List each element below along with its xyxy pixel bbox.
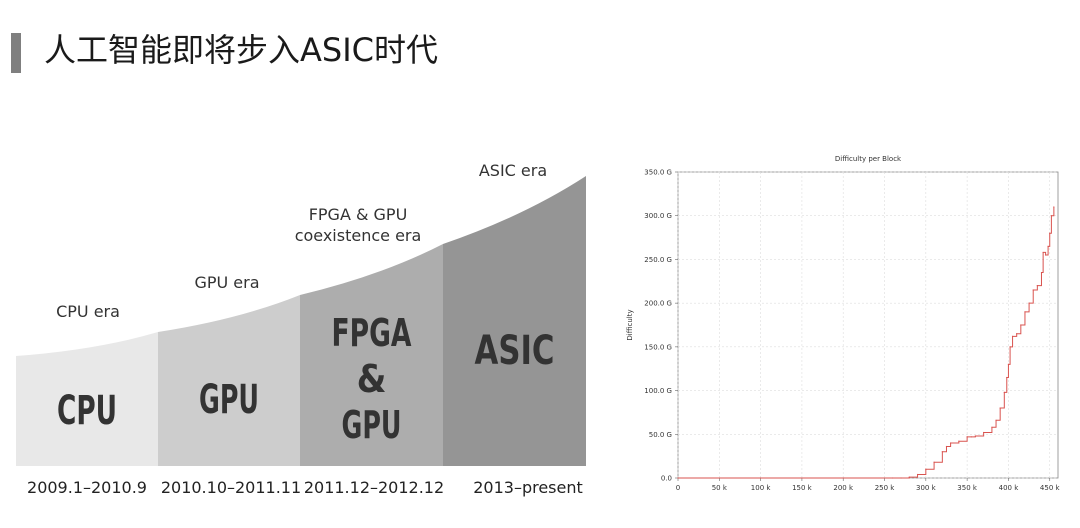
data-point: [1003, 391, 1005, 393]
x-tick-label: 250 k: [875, 484, 896, 492]
data-point: [900, 477, 902, 479]
data-point: [1036, 285, 1038, 287]
era-date: 2011.12–2012.12: [304, 478, 444, 497]
chart-title: Difficulty per Block: [835, 155, 902, 163]
era-big-label: CPU: [57, 388, 117, 434]
y-tick-label: 200.0 G: [644, 300, 672, 308]
era-caption: GPU era: [194, 273, 259, 292]
data-point: [677, 477, 679, 479]
data-point: [916, 473, 919, 476]
data-point: [995, 419, 997, 421]
x-tick-label: 350 k: [957, 484, 978, 492]
era-date: 2013–present: [473, 478, 583, 497]
era-caption: ASIC era: [479, 161, 547, 180]
data-point: [945, 445, 948, 448]
data-point: [1009, 346, 1011, 348]
data-point: [1028, 302, 1030, 304]
x-tick-label: 150 k: [792, 484, 813, 492]
era-big-label: &: [357, 357, 387, 401]
data-point: [760, 477, 762, 479]
era-big-label: GPU: [342, 403, 402, 447]
y-tick-label: 100.0 G: [644, 387, 672, 395]
title-accent-bar: [11, 33, 21, 73]
data-point: [908, 476, 910, 478]
data-point: [925, 468, 927, 470]
y-tick-label: 50.0 G: [649, 431, 672, 439]
y-axis-label: Difficulty: [626, 309, 634, 340]
x-tick-label: 0: [676, 484, 680, 492]
era-block-0: [16, 332, 158, 466]
data-point: [999, 407, 1001, 409]
x-tick-label: 50 k: [712, 484, 728, 492]
y-tick-label: 300.0 G: [644, 212, 672, 220]
data-point: [1045, 254, 1047, 256]
era-big-label: ASIC: [475, 328, 555, 374]
data-point: [1024, 311, 1026, 313]
data-point: [1053, 206, 1055, 208]
era-caption: FPGA & GPU: [309, 205, 408, 224]
data-point: [1049, 232, 1051, 234]
data-point: [1016, 333, 1018, 335]
era-diagram: CPU CPU era 2009.1–2010.9 GPU GPU era 2010.10…: [16, 161, 586, 497]
data-point: [1007, 363, 1010, 365]
series-line: [678, 206, 1055, 479]
data-point: [933, 461, 935, 463]
data-point: [983, 431, 985, 434]
data-point: [1040, 271, 1043, 274]
y-tick-label: 250.0 G: [644, 256, 672, 264]
x-tick-label: 100 k: [751, 484, 772, 492]
data-point: [941, 451, 943, 453]
era-big-label: FPGA: [332, 311, 412, 355]
data-point: [958, 440, 960, 442]
era-big-label: GPU: [199, 377, 259, 423]
data-point: [966, 436, 968, 438]
era-date: 2009.1–2010.9: [27, 478, 147, 497]
y-tick-label: 350.0 G: [644, 169, 672, 177]
era-block-2: [300, 244, 443, 466]
data-point: [892, 477, 894, 479]
data-point: [1020, 324, 1022, 326]
x-tick-label: 400 k: [999, 484, 1020, 492]
data-point: [950, 442, 952, 444]
data-point: [1047, 245, 1049, 247]
data-point: [1042, 251, 1044, 254]
x-tick-label: 200 k: [833, 484, 854, 492]
era-date: 2010.10–2011.11: [161, 478, 301, 497]
era-block-3: [443, 176, 586, 466]
era-caption: CPU era: [56, 302, 120, 321]
era-caption: coexistence era: [295, 226, 422, 245]
plot-area: [677, 171, 1059, 479]
difficulty-chart: 0 50 k 100 k 150 k 200 k 250 k 300 k 350 k 400 k…: [626, 155, 1061, 492]
y-tick-label: 150.0 G: [644, 343, 672, 351]
y-tick-label: 0.0: [661, 475, 672, 483]
data-point: [1011, 335, 1014, 337]
x-tick-label: 300 k: [916, 484, 937, 492]
data-point: [991, 426, 993, 428]
data-point: [842, 477, 844, 479]
data-point: [974, 435, 976, 437]
x-tick-label: 450 k: [1040, 484, 1061, 492]
data-point: [1032, 289, 1034, 291]
page-title: 人工智能即将步入ASIC时代: [44, 31, 438, 69]
data-point: [1050, 215, 1052, 217]
data-point: [970, 436, 972, 438]
era-block-1: [158, 295, 300, 466]
data-point: [1006, 376, 1008, 379]
